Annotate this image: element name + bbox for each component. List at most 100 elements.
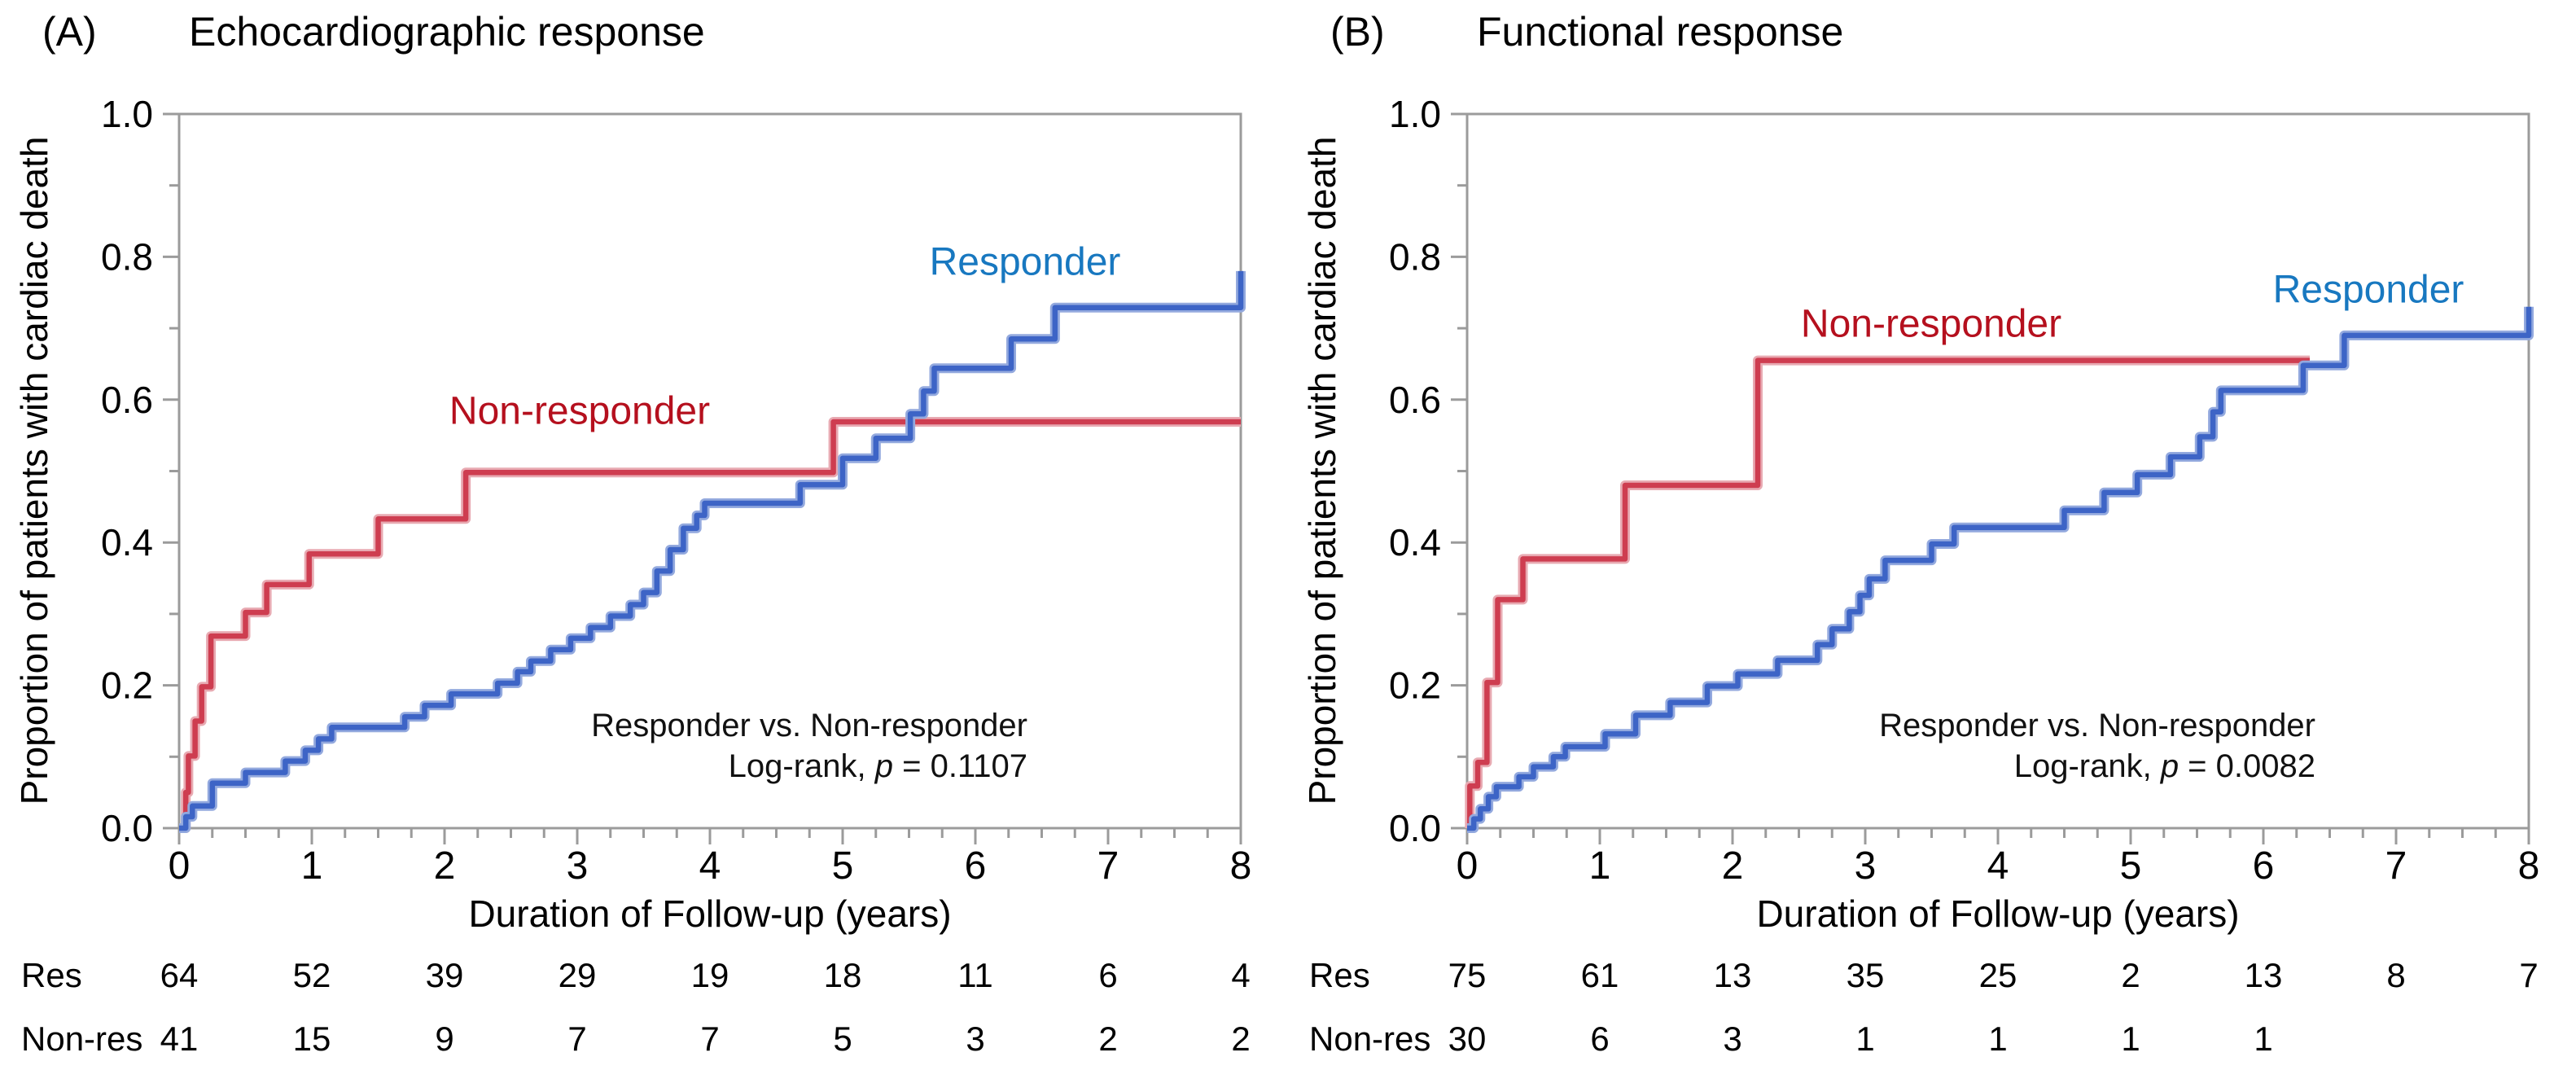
risk-count: 15 (292, 1020, 331, 1058)
risk-row-label: Res (1309, 956, 1370, 994)
nonresponder-curve-label: Non-responder (1800, 302, 2062, 346)
risk-count: 7 (2519, 956, 2539, 994)
risk-row-responder: Res 75 61 13 35 25 2 13 8 7 (1288, 956, 2576, 998)
risk-row-nonresponder: Non-res 41 15 9 7 7 5 3 2 2 (0, 1020, 1288, 1062)
x-tick-label: 2 (1722, 844, 1744, 888)
y-tick-label: 0.6 (101, 379, 153, 421)
risk-count: 13 (1713, 956, 1752, 994)
y-tick-label: 0.4 (1389, 521, 1441, 564)
y-tick-label: 0.2 (1389, 664, 1441, 707)
x-tick-label: 7 (2385, 844, 2407, 888)
y-tick-label: 0.8 (1389, 235, 1441, 278)
nonresponder-curve-label: Non-responder (449, 389, 711, 433)
risk-count: 1 (2121, 1020, 2140, 1058)
risk-count: 1 (1988, 1020, 2008, 1058)
risk-count: 64 (160, 956, 199, 994)
y-tick-label: 0.8 (101, 235, 153, 278)
p-symbol: p (874, 748, 894, 784)
x-tick-label: 7 (1097, 844, 1119, 888)
panel-b-tag: (B) (1330, 9, 1385, 55)
risk-row-responder: Res 64 52 39 29 19 18 11 6 4 (0, 956, 1288, 998)
nonresponder-b-curve (1467, 357, 2310, 831)
y-tick-label: 0.6 (1389, 379, 1441, 421)
logrank-text: Log-rank, (728, 748, 875, 784)
y-tick-label: 1.0 (1389, 93, 1441, 135)
risk-row-label: Non-res (1309, 1020, 1431, 1058)
x-axis-title: Duration of Follow-up (years) (1756, 892, 2240, 935)
panel-a-tag: (A) (42, 9, 97, 55)
panel-b-title: Functional response (1477, 9, 1844, 55)
risk-count: 7 (700, 1020, 720, 1058)
risk-count: 3 (1723, 1020, 1742, 1058)
risk-count: 3 (966, 1020, 985, 1058)
axes-ticks: 0.0 0.2 0.4 0.6 0.8 1.0 0 1 2 3 4 5 6 7 8 (1389, 93, 2539, 888)
x-tick-label: 1 (1589, 844, 1611, 888)
responder-curve-label: Responder (2272, 268, 2464, 312)
plot-b: 0.0 0.2 0.4 0.6 0.8 1.0 0 1 2 3 4 5 6 7 8 (1389, 93, 2539, 888)
panel-a: (A) Echocardiographic response 0.0 0.2 0.4… (0, 9, 1288, 1062)
risk-count: 6 (1098, 956, 1118, 994)
logrank-annotation: Responder vs. Non-responder Log-rank, p … (1879, 705, 2315, 787)
risk-count: 75 (1448, 956, 1487, 994)
logrank-text: Log-rank, (2013, 748, 2161, 784)
risk-count: 61 (1580, 956, 1619, 994)
risk-count: 4 (1231, 956, 1251, 994)
risk-count: 6 (1590, 1020, 1610, 1058)
risk-row-nonresponder: Non-res 30 6 3 1 1 1 1 (1288, 1020, 2576, 1062)
responder-a-curve (179, 270, 1244, 831)
y-axis-title: Proportion of patients with cardiac deat… (1301, 136, 1343, 805)
x-tick-label: 6 (965, 844, 987, 888)
comparison-line: Responder vs. Non-responder (1879, 708, 2315, 743)
risk-count: 8 (2386, 956, 2406, 994)
x-tick-label: 4 (699, 844, 721, 888)
panel-b: (B) Functional response 0.0 0.2 0.4 0.6 0.8 1… (1288, 0, 2576, 1070)
x-tick-label: 5 (832, 844, 854, 888)
risk-count: 2 (1231, 1020, 1251, 1058)
risk-count: 5 (833, 1020, 852, 1058)
x-tick-label: 0 (1457, 844, 1479, 888)
p-value: = 0.0082 (2179, 748, 2315, 784)
risk-count: 2 (1098, 1020, 1118, 1058)
nonresponder-a-curve (179, 419, 1241, 831)
risk-count: 30 (1448, 1020, 1487, 1058)
y-tick-label: 0.2 (101, 664, 153, 707)
x-tick-label: 8 (2518, 844, 2540, 888)
pvalue-line: Log-rank, p = 0.1107 (591, 746, 1027, 787)
risk-count: 39 (425, 956, 464, 994)
y-tick-label: 1.0 (101, 93, 153, 135)
risk-row-label: Non-res (21, 1020, 143, 1058)
y-tick-label: 0.0 (101, 807, 153, 849)
risk-count: 35 (1846, 956, 1885, 994)
logrank-annotation: Responder vs. Non-responder Log-rank, p … (591, 705, 1027, 787)
risk-count: 29 (558, 956, 597, 994)
risk-count: 2 (2121, 956, 2140, 994)
x-tick-label: 8 (1230, 844, 1252, 888)
risk-count: 18 (823, 956, 862, 994)
p-value: = 0.1107 (893, 748, 1027, 784)
responder-curve-label: Responder (929, 240, 1121, 284)
risk-count: 25 (1978, 956, 2017, 994)
risk-count: 13 (2244, 956, 2283, 994)
risk-count: 41 (160, 1020, 199, 1058)
y-tick-label: 0.0 (1389, 807, 1441, 849)
x-tick-label: 3 (567, 844, 589, 888)
x-tick-label: 6 (2253, 844, 2275, 888)
risk-count: 52 (292, 956, 331, 994)
comparison-line: Responder vs. Non-responder (591, 708, 1027, 743)
x-tick-label: 4 (1987, 844, 2009, 888)
risk-count: 1 (2254, 1020, 2273, 1058)
plot-a: 0.0 0.2 0.4 0.6 0.8 1.0 0 1 2 3 4 5 6 7 8 (101, 93, 1252, 888)
x-axis-title: Duration of Follow-up (years) (468, 892, 952, 935)
y-tick-label: 0.4 (101, 521, 153, 564)
x-tick-label: 3 (1855, 844, 1877, 888)
risk-count: 1 (1855, 1020, 1875, 1058)
risk-count: 11 (957, 956, 993, 994)
risk-count: 19 (690, 956, 729, 994)
x-tick-label: 5 (2120, 844, 2142, 888)
x-tick-label: 2 (434, 844, 456, 888)
risk-row-label: Res (21, 956, 82, 994)
panel-a-title: Echocardiographic response (189, 9, 705, 55)
risk-count: 7 (567, 1020, 587, 1058)
x-tick-label: 1 (301, 844, 323, 888)
x-tick-label: 0 (169, 844, 191, 888)
